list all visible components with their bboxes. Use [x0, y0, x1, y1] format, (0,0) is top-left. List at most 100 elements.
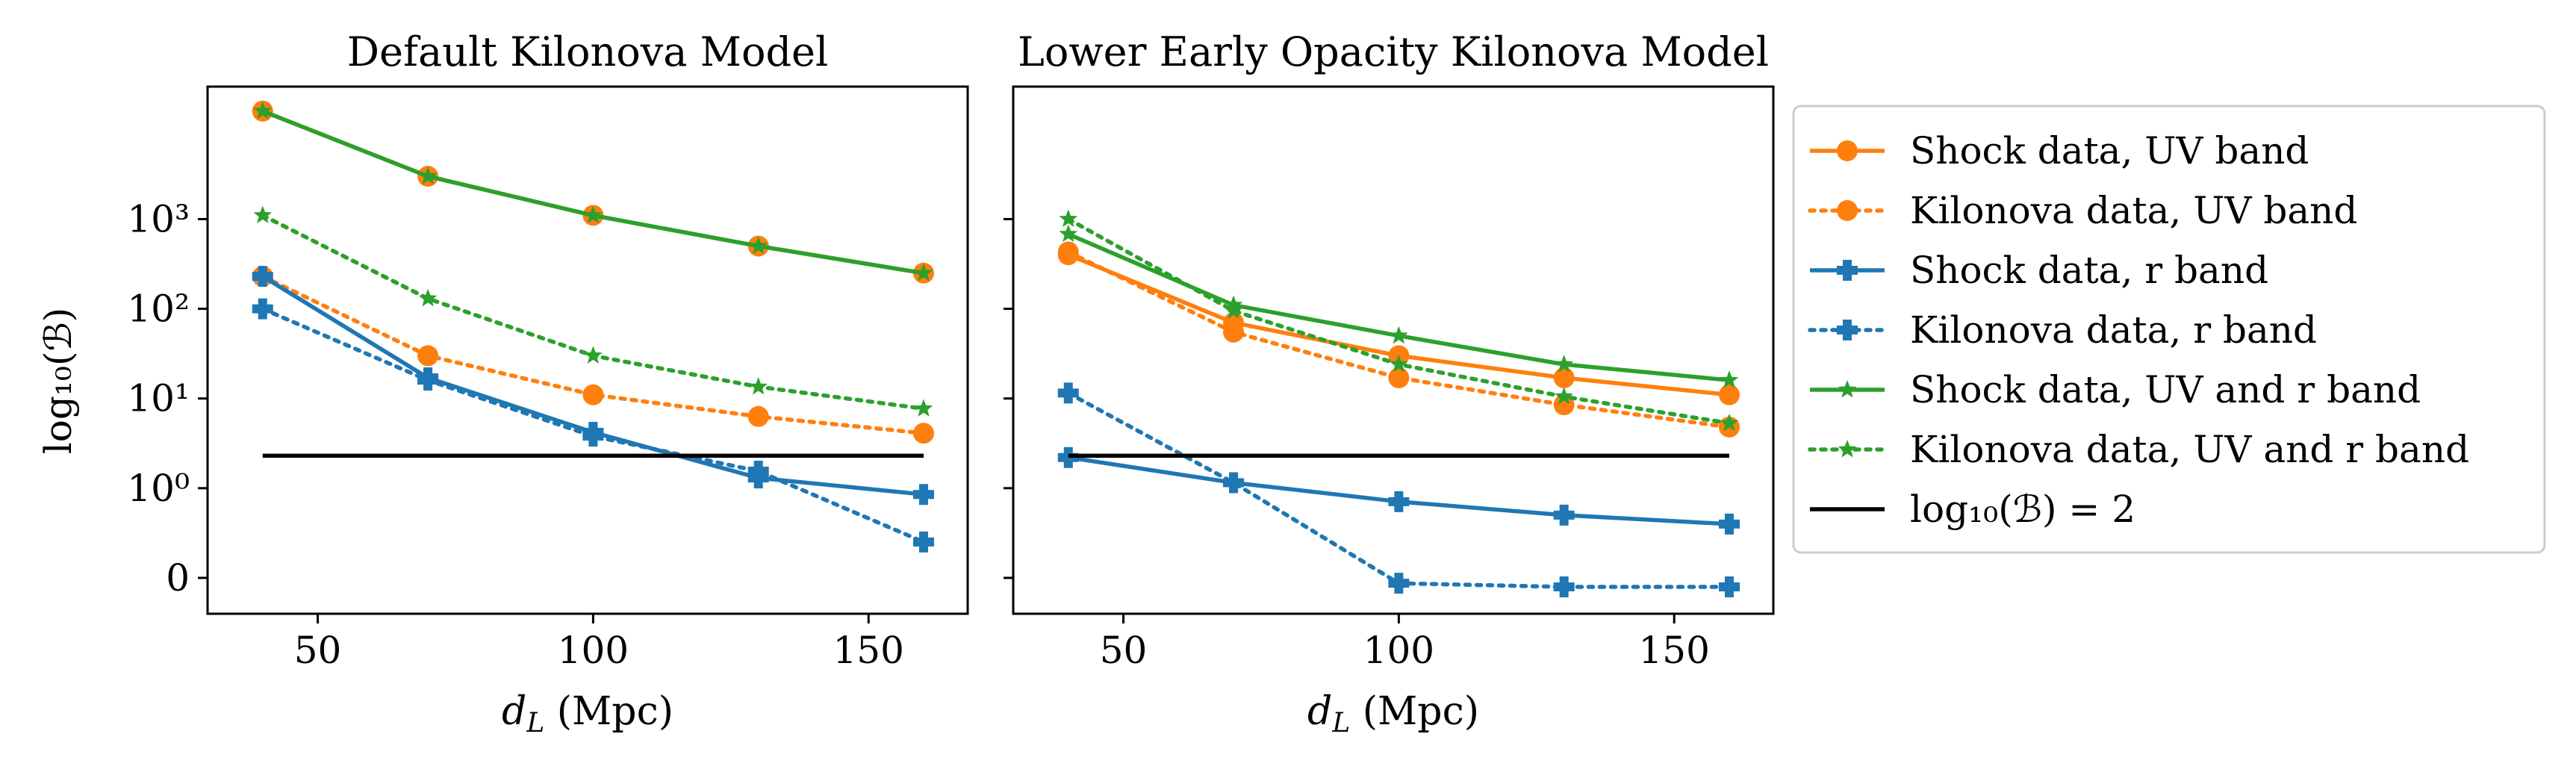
data-point	[912, 484, 934, 505]
series-shock-data-uv-and-r-band	[253, 101, 933, 281]
legend-marker	[1838, 380, 1857, 398]
data-point	[1390, 326, 1408, 344]
data-point	[914, 399, 933, 417]
y-tick-label: 10¹	[127, 377, 190, 420]
data-point	[1718, 384, 1740, 405]
data-point	[418, 167, 438, 184]
y-tick-label: 0	[166, 556, 190, 600]
data-point	[1553, 576, 1575, 597]
legend-entry: Shock data, UV and r band	[1810, 368, 2421, 411]
data-point	[253, 101, 273, 119]
legend-label: Kilonova data, UV band	[1910, 189, 2357, 232]
data-point	[1059, 209, 1078, 227]
data-point	[749, 377, 768, 395]
data-point	[1059, 224, 1078, 243]
legend-marker	[1837, 140, 1858, 161]
data-point	[253, 205, 273, 223]
data-point	[582, 426, 604, 447]
legend-label: Kilonova data, UV and r band	[1910, 428, 2469, 471]
x-tick-label: 50	[1100, 629, 1148, 672]
x-tick-label: 50	[294, 629, 342, 672]
data-point	[914, 263, 933, 281]
data-point	[1388, 573, 1410, 594]
data-point	[912, 531, 934, 553]
x-tick-label: 100	[1363, 629, 1434, 672]
panel-title: Default Kilonova Model	[347, 28, 829, 75]
panel-title: Lower Early Opacity Kilonova Model	[1018, 28, 1769, 75]
data-point	[1718, 576, 1740, 597]
data-point	[912, 423, 934, 444]
data-point	[747, 405, 769, 427]
data-point	[1224, 295, 1243, 314]
legend-marker	[1837, 200, 1858, 221]
data-point	[1553, 394, 1575, 416]
legend-label: log₁₀(ℬ) = 2	[1910, 488, 2135, 531]
legend-marker	[1837, 320, 1858, 340]
x-axis-label: dL (Mpc)	[1307, 689, 1479, 738]
y-tick-label: 10²	[127, 287, 190, 331]
data-point	[1224, 301, 1243, 319]
legend-entry: log₁₀(ℬ) = 2	[1810, 488, 2135, 531]
data-point	[584, 205, 603, 223]
data-point	[1720, 370, 1739, 388]
legend-label: Shock data, UV band	[1910, 129, 2309, 172]
data-point	[1390, 355, 1408, 373]
series-kilonova-data-uv-band	[252, 266, 934, 444]
data-point	[1057, 382, 1079, 404]
data-point	[417, 345, 439, 367]
data-point	[1388, 367, 1410, 389]
data-point	[1057, 447, 1079, 468]
series-shock-data-r-band	[1057, 447, 1740, 535]
series-kilonova-data-r-band	[1057, 382, 1740, 597]
y-tick-label: 10³	[127, 197, 190, 240]
legend-label: Shock data, UV and r band	[1910, 368, 2421, 411]
data-point	[749, 236, 768, 255]
legend-entry: Kilonova data, UV band	[1808, 189, 2357, 232]
series-kilonova-data-uv-and-r-band	[253, 205, 933, 417]
data-point	[1718, 513, 1740, 535]
data-point	[1555, 355, 1574, 373]
legend-entry: Shock data, UV band	[1810, 129, 2309, 172]
x-tick-label: 100	[558, 629, 629, 672]
series-line	[261, 306, 926, 544]
data-point	[1057, 241, 1079, 263]
series-line	[1066, 217, 1732, 426]
axes-frame	[206, 85, 969, 615]
legend-label: Kilonova data, r band	[1910, 308, 2317, 352]
data-point	[1555, 387, 1574, 405]
series-line	[261, 109, 924, 276]
series-line	[1066, 249, 1732, 429]
legend-label: Shock data, r band	[1910, 249, 2268, 292]
series-line	[261, 213, 926, 411]
x-axis-label: dL (Mpc)	[502, 689, 673, 738]
y-tick-label: 10⁰	[127, 467, 190, 510]
y-axis-label: log₁₀(ℬ)	[37, 308, 80, 455]
data-point	[584, 346, 603, 364]
series-shock-data-uv-and-r-band	[1059, 224, 1739, 388]
series-kilonova-data-uv-and-r-band	[1059, 209, 1739, 432]
axes-frame	[1012, 85, 1775, 615]
legend-entry: Shock data, r band	[1810, 249, 2268, 292]
data-point	[252, 266, 273, 287]
series-kilonova-data-r-band	[252, 298, 934, 553]
data-point	[747, 460, 769, 482]
data-point	[1223, 321, 1245, 343]
data-point	[252, 298, 273, 320]
legend-entry: Kilonova data, r band	[1808, 308, 2317, 352]
data-point	[1720, 413, 1739, 432]
data-point	[1388, 491, 1410, 512]
x-tick-label: 150	[1638, 629, 1709, 672]
panel-lower-early-opacity: Lower Early Opacity Kilonova Model 50 100 1…	[1004, 28, 1775, 738]
legend: Shock data, UV band Kilonova data, UV ban…	[1792, 105, 2546, 554]
legend-frame	[1792, 105, 2546, 554]
data-point	[418, 288, 438, 307]
data-point	[582, 384, 604, 405]
series-line	[1066, 391, 1732, 589]
x-tick-label: 150	[833, 629, 903, 672]
series-line	[1068, 455, 1730, 526]
legend-marker	[1837, 260, 1858, 281]
series-line	[261, 109, 924, 276]
legend-marker	[1838, 440, 1857, 458]
data-point	[1553, 367, 1575, 389]
